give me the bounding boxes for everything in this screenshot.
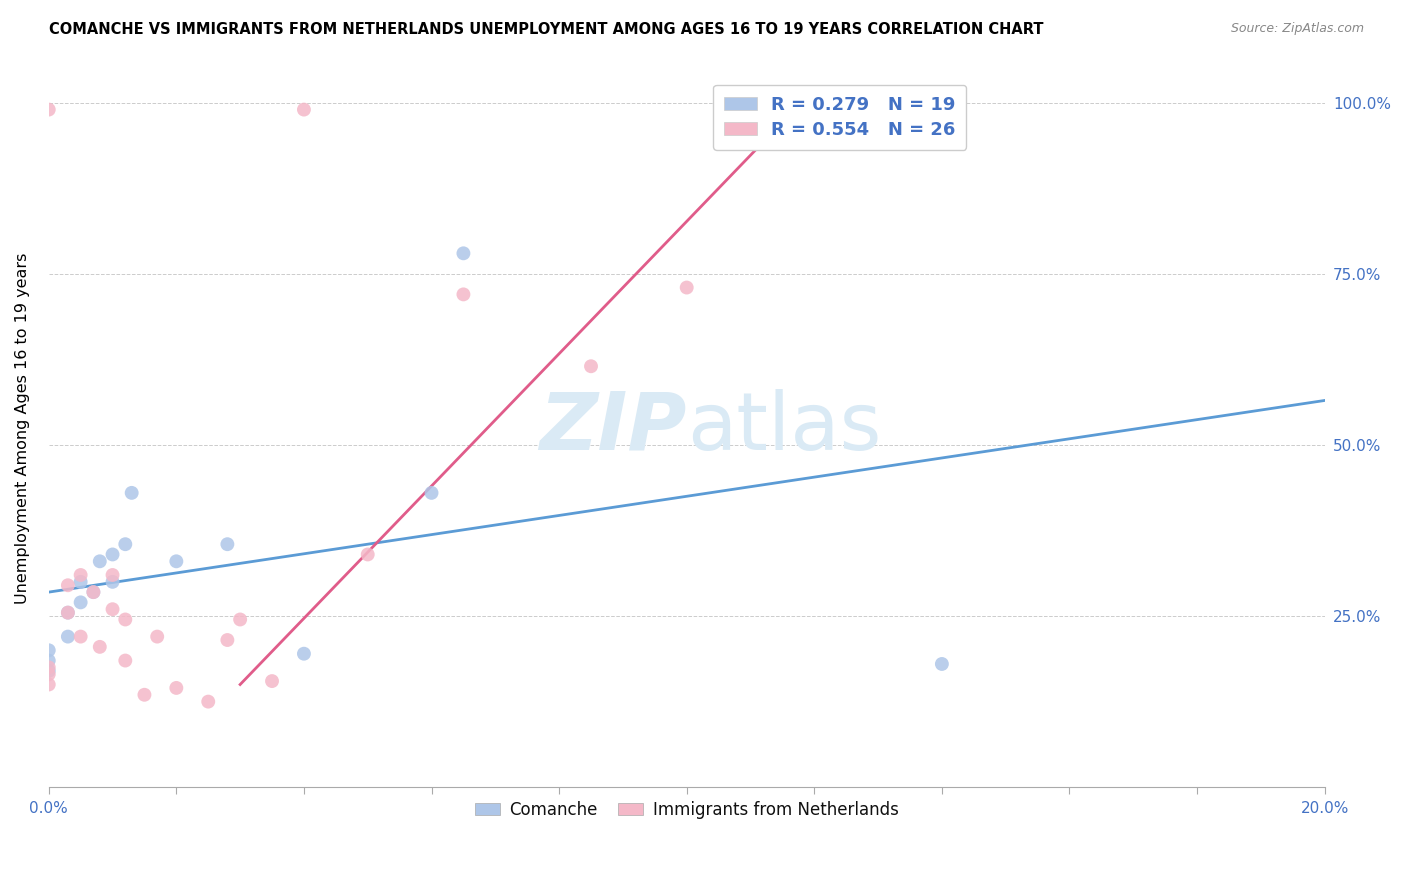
Point [56,606,79,620]
Point [82,585,104,599]
Point [675,280,697,294]
Point [38,103,60,117]
Point [453,287,475,301]
Point [38,654,60,668]
Point [38,667,60,681]
Point [38,643,60,657]
Point [56,606,79,620]
Point [217,633,239,648]
Point [260,674,283,689]
Text: COMANCHE VS IMMIGRANTS FROM NETHERLANDS UNEMPLOYMENT AMONG AGES 16 TO 19 YEARS C: COMANCHE VS IMMIGRANTS FROM NETHERLANDS … [49,22,1043,37]
Point [292,103,315,117]
Point [89,640,111,654]
Point [931,657,953,671]
Point [114,537,136,551]
Point [82,585,104,599]
Point [69,630,91,644]
Point [357,548,380,562]
Point [114,612,136,626]
Point [38,660,60,674]
Point [165,681,187,695]
Point [114,654,136,668]
Y-axis label: Unemployment Among Ages 16 to 19 years: Unemployment Among Ages 16 to 19 years [15,252,30,604]
Point [69,568,91,582]
Point [146,630,169,644]
Point [197,695,219,709]
Point [101,568,124,582]
Point [56,578,79,592]
Point [101,574,124,589]
Point [69,574,91,589]
Point [579,359,602,374]
Text: atlas: atlas [686,389,882,467]
Point [229,612,252,626]
Point [56,630,79,644]
Point [217,537,239,551]
Legend: Comanche, Immigrants from Netherlands: Comanche, Immigrants from Netherlands [468,794,905,826]
Point [69,595,91,609]
Point [121,486,143,500]
Point [165,554,187,568]
Point [134,688,156,702]
Point [38,677,60,691]
Text: ZIP: ZIP [540,389,686,467]
Point [101,548,124,562]
Point [420,486,443,500]
Text: Source: ZipAtlas.com: Source: ZipAtlas.com [1230,22,1364,36]
Point [453,246,475,260]
Point [292,647,315,661]
Point [38,664,60,678]
Point [101,602,124,616]
Point [89,554,111,568]
